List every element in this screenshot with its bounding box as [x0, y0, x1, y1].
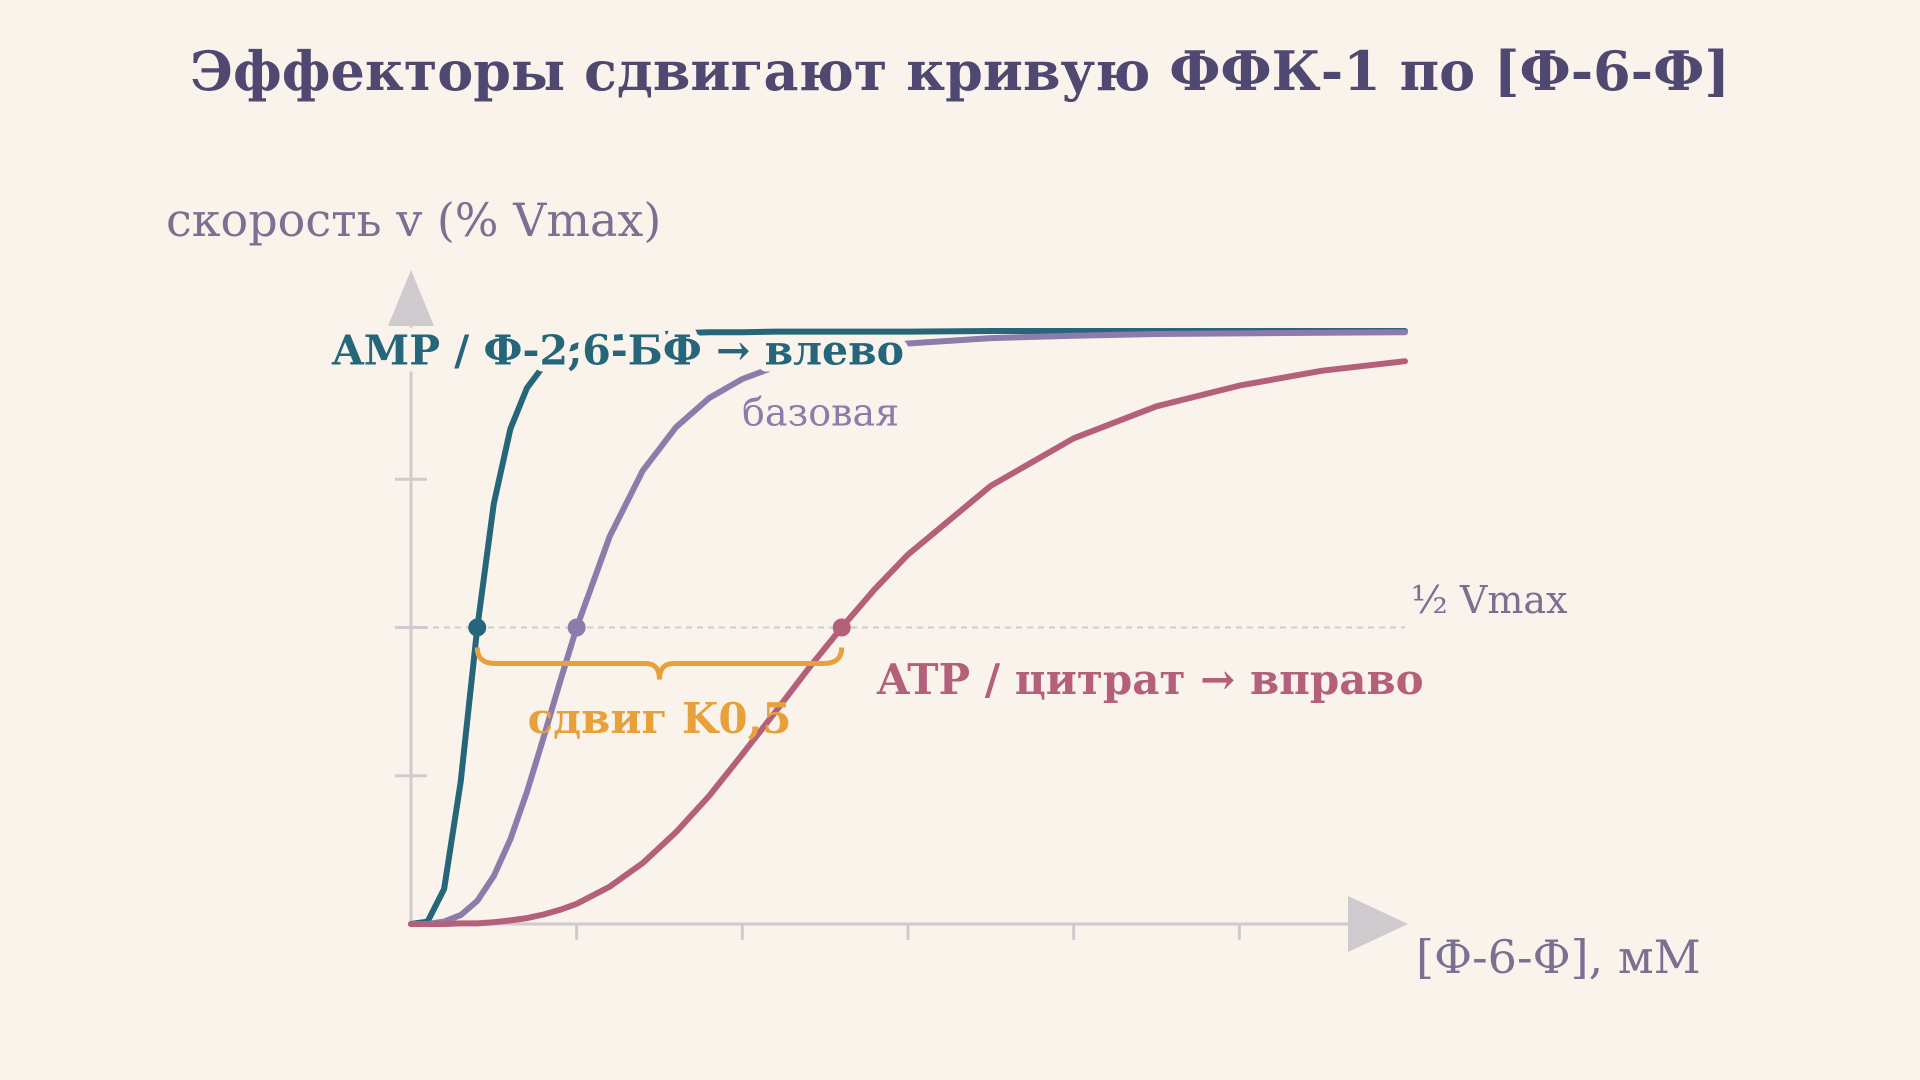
- x-axis-arrow: [1348, 896, 1408, 952]
- series-line: [408, 358, 1408, 927]
- half-point: [567, 618, 586, 637]
- shift-label: сдвиг K0,5: [528, 694, 792, 743]
- half-point: [468, 618, 487, 637]
- y-axis-arrow: [388, 270, 434, 326]
- x-axis-label: [Ф-6-Ф], мМ: [1416, 930, 1701, 984]
- shift-bracket: [474, 647, 845, 680]
- series-label: базовая: [742, 391, 899, 435]
- y-axis-label: скорость v (% Vmax): [166, 193, 661, 247]
- chart-title: Эффекторы сдвигают кривую ФФК-1 по [Ф-6-…: [190, 39, 1730, 103]
- series-line: [408, 329, 1408, 927]
- half-point: [832, 618, 851, 637]
- series-label: AMP / Ф-2,6-БФ → влево: [331, 327, 904, 375]
- series-label: ATP / цитрат → вправо: [876, 655, 1424, 704]
- half-max-label: ½ Vmax: [1411, 578, 1567, 622]
- series-line: [408, 328, 1408, 927]
